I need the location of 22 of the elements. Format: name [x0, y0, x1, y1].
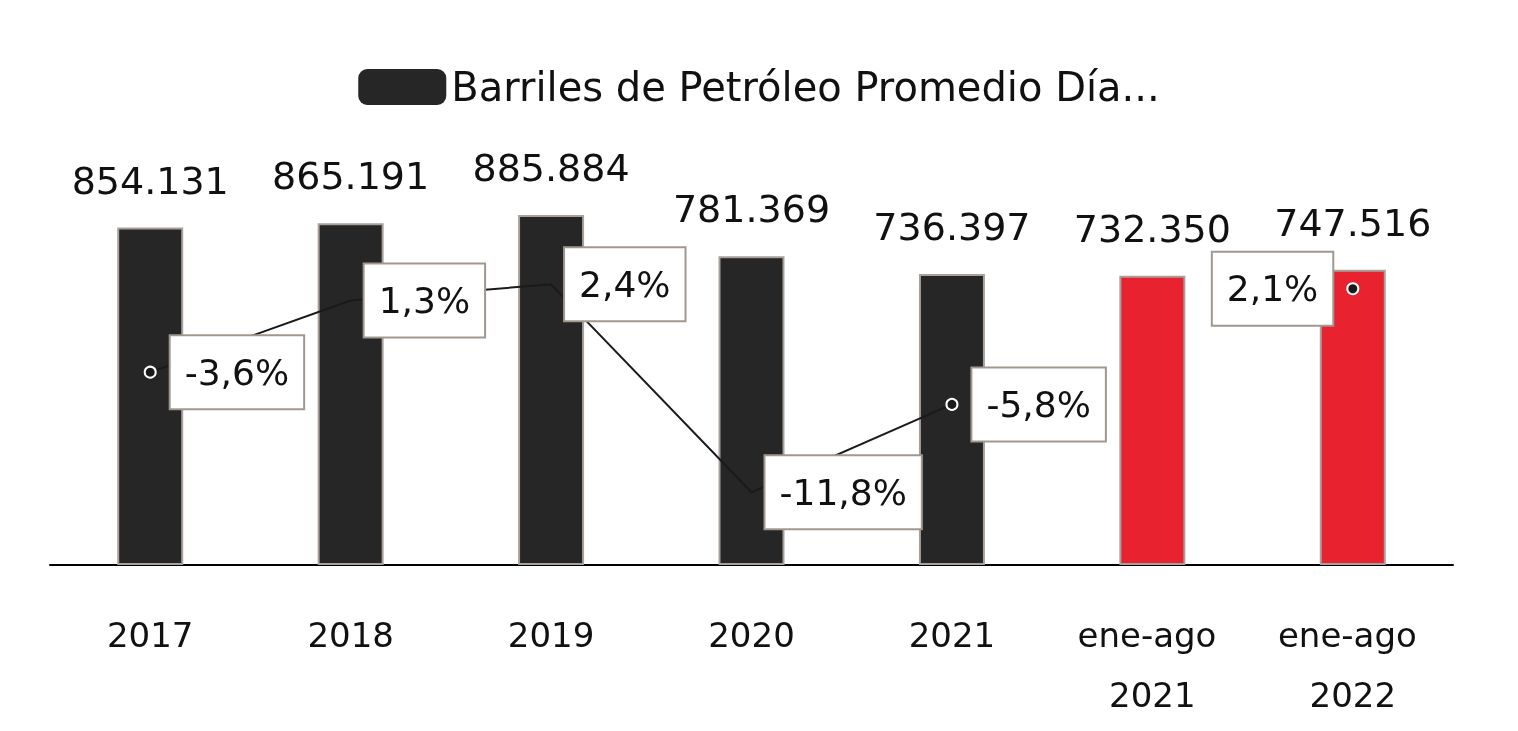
data-label: -11,8%	[779, 471, 907, 513]
data-label: 865.191	[272, 154, 430, 199]
data-label: -3,6%	[184, 351, 290, 393]
data-label: 1,3%	[378, 279, 471, 321]
x-tick-label: ene-ago 2021	[1077, 615, 1228, 715]
legend-label: Barriles de Petróleo Promedio Día...	[451, 64, 1160, 110]
x-tick-label: 2018	[307, 615, 394, 655]
x-tick-label: 2017	[106, 615, 194, 655]
x-tick-label: ene-ago 2022	[1277, 615, 1428, 715]
data-label: 747.516	[1274, 200, 1432, 245]
data-label: 854.131	[71, 158, 229, 203]
data-label: -5,8%	[986, 383, 1091, 425]
x-tick-label: 2019	[507, 615, 595, 655]
data-label: 885.884	[472, 146, 630, 191]
data-label: 736.397	[873, 205, 1031, 250]
bar	[1119, 275, 1186, 565]
data-label: 732.350	[1073, 206, 1231, 251]
x-tick-label: 2021	[908, 615, 996, 655]
data-label: 2,1%	[1226, 268, 1319, 310]
data-label: 781.369	[672, 187, 831, 232]
data-label: 2,4%	[579, 263, 671, 305]
x-tick-label: 2020	[708, 615, 795, 655]
